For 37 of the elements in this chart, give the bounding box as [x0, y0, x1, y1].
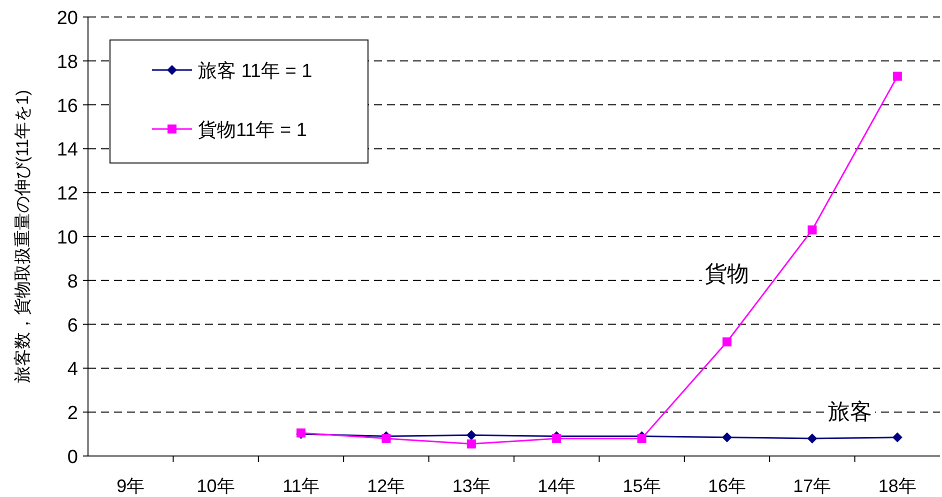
- point: [722, 337, 732, 346]
- y-tick-label: 0: [67, 447, 78, 468]
- y-tick-label: 12: [56, 184, 78, 205]
- y-tick-label: 4: [67, 359, 78, 380]
- x-tick-label: 14年: [538, 476, 576, 496]
- x-tick-label: 13年: [452, 476, 490, 496]
- point: [722, 432, 732, 442]
- point: [808, 225, 817, 234]
- y-axis-title: 旅客数，貨物取扱重量の伸び(11年を1): [13, 90, 32, 384]
- y-tick-label: 16: [56, 96, 78, 117]
- legend-label: 貨物11年 = 1: [198, 120, 307, 141]
- annotation: 旅客: [828, 399, 872, 424]
- y-tick-label: 8: [67, 271, 78, 292]
- point: [382, 434, 391, 443]
- point: [466, 439, 476, 448]
- x-tick-label: 9年: [116, 476, 145, 496]
- y-tick-label: 6: [67, 315, 78, 336]
- x-tick-label: 12年: [367, 476, 406, 496]
- y-tick-label: 20: [56, 8, 78, 29]
- point: [552, 434, 562, 443]
- point: [637, 434, 646, 443]
- y-tick-label: 18: [56, 52, 78, 73]
- point: [466, 430, 476, 440]
- x-tick-label: 16年: [708, 476, 746, 496]
- x-tick-label: 11年: [282, 476, 320, 496]
- point: [807, 433, 818, 444]
- point: [892, 432, 902, 442]
- annotation: 貨物: [705, 261, 749, 286]
- x-tick-label: 10年: [196, 476, 235, 496]
- y-tick-label: 2: [67, 403, 78, 424]
- x-tick-label: 17年: [793, 476, 832, 496]
- legend-label: 旅客 11年 = 1: [198, 60, 312, 82]
- x-tick-label: 15年: [622, 476, 661, 496]
- y-tick-label: 14: [56, 140, 78, 161]
- x-tick-label: 18年: [878, 476, 916, 496]
- point: [892, 72, 902, 81]
- y-tick-label: 10: [56, 228, 78, 248]
